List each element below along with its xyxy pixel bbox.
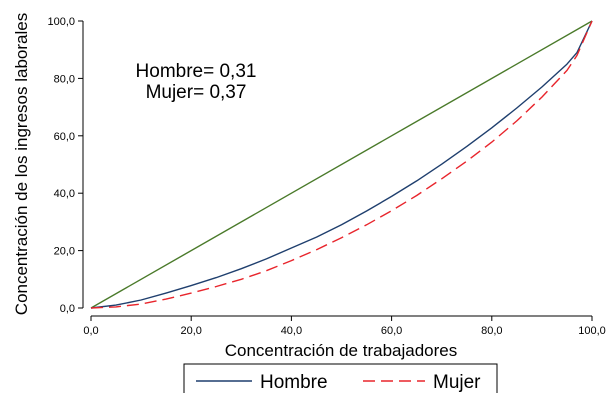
legend-label-hombre: Hombre	[260, 372, 328, 393]
x-tick-label: 20,0	[180, 325, 201, 337]
legend: Hombre Mujer	[183, 363, 498, 393]
plot-area: 0,0 20,0 40,0 60,0 80,0 100,0 0,0 20,0 40,0 60,0…	[47, 16, 605, 337]
x-tick-label: 100,0	[578, 325, 606, 337]
series-line-hombre	[90, 20, 593, 309]
y-tick-label: 100,0	[47, 16, 75, 28]
x-ticks: 0,0 20,0 40,0 60,0 80,0 100,0	[83, 316, 606, 337]
x-tick-label: 0,0	[83, 325, 98, 337]
series-layer	[90, 20, 593, 309]
legend-label-mujer: Mujer	[433, 372, 481, 393]
series-line-equality	[90, 20, 593, 309]
annotation-hombre: Hombre= 0,31	[136, 61, 257, 82]
x-tick-label: 80,0	[481, 325, 502, 337]
y-tick-label: 20,0	[54, 246, 75, 258]
series-line-mujer	[90, 20, 593, 309]
y-tick-label: 0,0	[60, 303, 75, 315]
y-ticks: 0,0 20,0 40,0 60,0 80,0 100,0	[47, 16, 83, 315]
y-tick-label: 80,0	[54, 73, 75, 85]
y-axis-title: Concentración de los ingresos laborales	[12, 13, 31, 315]
y-tick-label: 40,0	[54, 188, 75, 200]
annotation-mujer: Mujer= 0,37	[146, 82, 247, 103]
x-tick-label: 40,0	[281, 325, 302, 337]
x-axis-title: Concentración de trabajadores	[225, 341, 457, 360]
x-tick-label: 60,0	[381, 325, 402, 337]
y-tick-label: 60,0	[54, 131, 75, 143]
legend-box	[183, 363, 498, 393]
